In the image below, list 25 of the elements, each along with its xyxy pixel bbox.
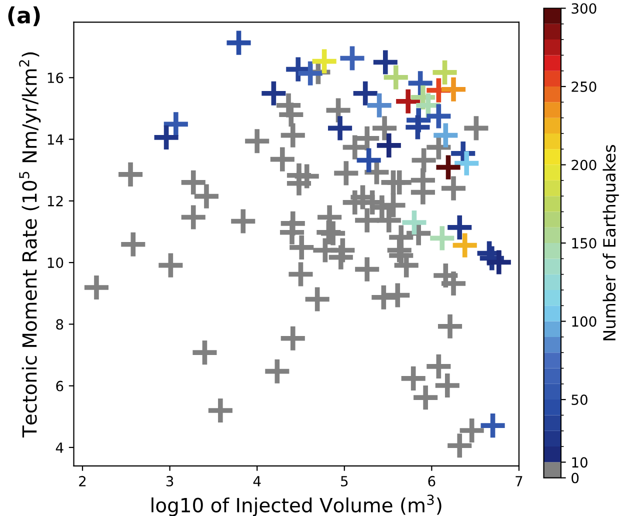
x-tick-label: 5 bbox=[341, 476, 348, 486]
y-tick-label: 14 bbox=[48, 134, 64, 145]
color-bar-title: Number of Earthquakes bbox=[602, 145, 619, 340]
color-bar-label: 50 bbox=[572, 394, 588, 406]
y-tick-label: 4 bbox=[56, 442, 64, 453]
y-tick-label: 6 bbox=[56, 380, 64, 392]
color-bar-label: 300 bbox=[572, 3, 596, 14]
x-tick-label: 4 bbox=[253, 476, 261, 486]
y-tick-label: 10 bbox=[48, 258, 64, 268]
chart-title: (a) bbox=[8, 6, 40, 26]
x-tick-label: 7 bbox=[516, 476, 522, 486]
y-tick-label: 12 bbox=[48, 196, 63, 206]
color-bar-label: 150 bbox=[572, 238, 596, 249]
x-tick-label: 2 bbox=[79, 476, 86, 486]
y-tick-label: 8 bbox=[56, 319, 64, 330]
x-tick-label: 6 bbox=[428, 476, 436, 486]
color-bar-label: 100 bbox=[572, 316, 596, 327]
y-tick-label: 16 bbox=[48, 72, 64, 84]
color-bar-label: 0 bbox=[572, 472, 579, 484]
x-tick-label: 3 bbox=[166, 476, 174, 486]
color-bar-label: 200 bbox=[572, 160, 596, 170]
x-axis-title: log10 of Injected Volume (m$^{3}$) bbox=[152, 494, 442, 516]
color-bar-label: 10 bbox=[572, 457, 588, 468]
color-bar-label: 250 bbox=[572, 81, 596, 92]
y-axis-title: Tectonic Moment Rate (10$^{5}$ Nm/yr/km$^{2}$) bbox=[19, 52, 41, 438]
